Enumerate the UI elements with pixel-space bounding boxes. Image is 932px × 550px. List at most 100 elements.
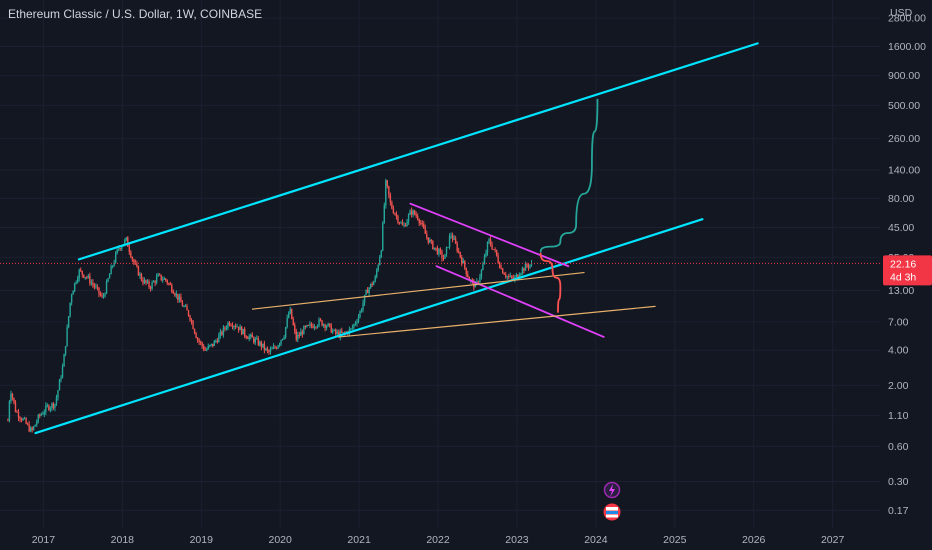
candle-body (108, 274, 111, 279)
projections[interactable] (539, 98, 599, 313)
candle-body (7, 420, 9, 422)
time-tick-label: 2018 (111, 534, 135, 546)
bull-projection[interactable] (539, 98, 599, 253)
candle-body (169, 283, 171, 285)
candle-body (17, 412, 20, 418)
candle-body (415, 214, 417, 217)
candle-body (254, 338, 256, 343)
candle-body (403, 225, 405, 226)
time-tick-label: 2023 (505, 534, 529, 546)
candle-body (307, 325, 310, 326)
candle-body (494, 249, 496, 251)
candle-body (180, 296, 182, 303)
trendline-channel-lower[interactable] (34, 218, 704, 435)
candle-body (280, 340, 282, 344)
candle-body (63, 354, 65, 367)
candle-body (342, 332, 345, 334)
candle-body (360, 309, 363, 312)
candle-body (23, 418, 26, 420)
candle-body (500, 267, 502, 269)
trendline-support-lower[interactable] (338, 305, 656, 338)
candle-body (158, 274, 161, 276)
candle-body (184, 306, 187, 308)
candle-body (517, 274, 519, 278)
candle-body (423, 223, 425, 229)
candle-body (524, 263, 527, 271)
time-tick-label: 2021 (347, 534, 371, 546)
candle-body (8, 401, 11, 421)
candle-body (199, 341, 202, 343)
candle-body (130, 251, 132, 258)
candle-body (187, 310, 190, 316)
event-icons[interactable] (603, 481, 621, 521)
candle-body (451, 235, 454, 240)
candle-body (45, 405, 47, 413)
price-tick-label: 2800.00 (888, 13, 926, 25)
candle-body (410, 210, 413, 215)
candle-body (201, 342, 203, 347)
candle-body (40, 414, 42, 416)
candle-body (260, 341, 263, 348)
candle-body (160, 274, 162, 280)
candle-body (424, 228, 426, 234)
candle-body (73, 282, 76, 291)
candle-body (178, 296, 181, 300)
candle-body (462, 260, 464, 264)
candle-body (233, 326, 235, 328)
candle-body (263, 343, 266, 350)
candle-body (277, 345, 279, 349)
candle-body (357, 316, 360, 322)
candle-body (429, 239, 431, 243)
candle-body (64, 346, 67, 355)
candle-body (186, 306, 188, 311)
candle-body (448, 236, 451, 247)
candle-body (491, 244, 493, 250)
candle-body (382, 222, 384, 251)
candle-body (207, 345, 209, 350)
candle-body (426, 233, 428, 238)
candle-body (136, 263, 138, 267)
candle-body (407, 214, 410, 222)
candle-body (101, 295, 103, 297)
trend-annotations[interactable] (34, 42, 759, 435)
candle-body (240, 326, 243, 335)
candle-body (154, 281, 156, 283)
candle-body (520, 273, 522, 276)
candle-body (404, 225, 407, 227)
candle-body (316, 325, 319, 328)
candle-body (303, 326, 305, 335)
candle-body (113, 262, 115, 266)
candle-body (479, 276, 481, 283)
candle-body (376, 270, 378, 277)
candle-body (321, 320, 323, 326)
time-axis[interactable]: 2017 2018 2019 2020 2021 2022 2023 2024 2025 2026… (32, 534, 845, 546)
candle-body (485, 252, 487, 257)
candle-body (34, 424, 36, 427)
candle-body (77, 278, 79, 283)
candle-body (230, 325, 232, 326)
candle-body (117, 248, 120, 250)
trendline-support-upper[interactable] (251, 271, 585, 310)
bear-projection[interactable] (539, 252, 562, 313)
price-tick-label: 2.00 (888, 380, 909, 392)
candle-body (168, 283, 170, 285)
candle-body (291, 308, 293, 319)
candle-body (146, 281, 149, 283)
candle-body (319, 319, 322, 321)
candle-body (386, 180, 389, 186)
candle-body (371, 283, 373, 286)
candle-body (231, 325, 234, 328)
candle-body (313, 326, 316, 328)
trendline-channel-upper[interactable] (77, 42, 759, 261)
trendline-wedge-upper[interactable] (409, 202, 570, 268)
candle-body (36, 421, 38, 425)
candle-body (495, 249, 498, 256)
price-tick-label: 0.30 (888, 476, 909, 488)
candle-body (383, 205, 385, 223)
candle-body (294, 325, 296, 332)
candle-body (151, 282, 153, 289)
candle-body (527, 266, 530, 268)
trendline-wedge-lower[interactable] (435, 265, 605, 338)
